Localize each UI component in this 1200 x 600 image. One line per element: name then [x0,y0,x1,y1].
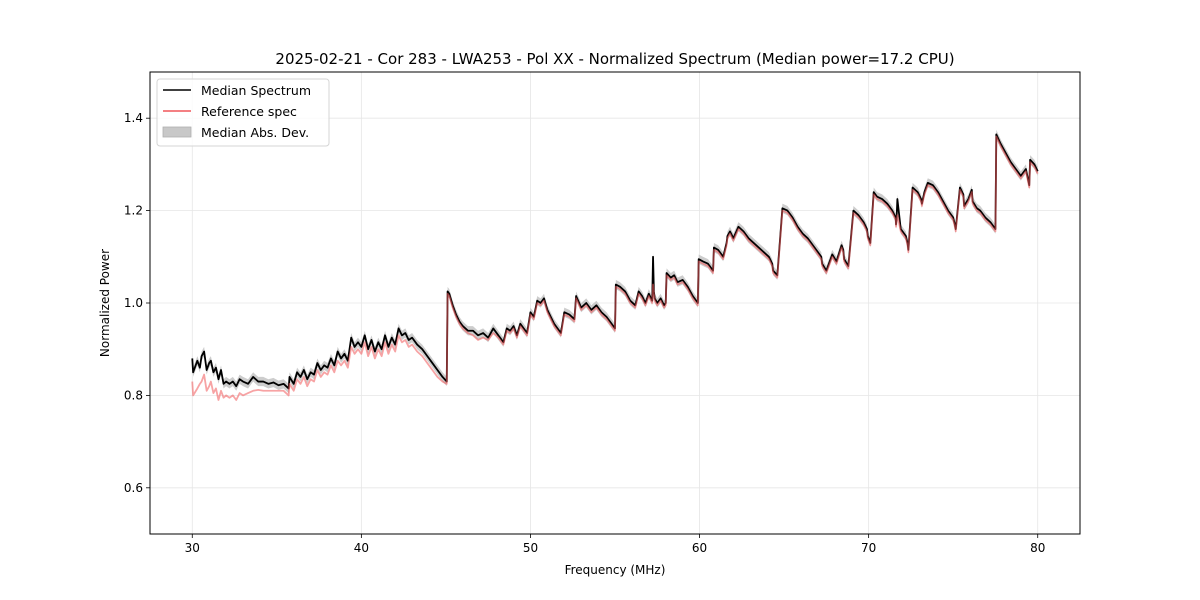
y-tick-label: 1.2 [124,204,143,218]
y-tick-label: 0.8 [124,388,143,402]
legend: Median Spectrum Reference spec Median Ab… [156,78,330,147]
x-axis-label: Frequency (MHz) [565,563,666,577]
x-tick-label: 60 [692,541,707,555]
y-axis: 0.6 0.8 1.0 1.2 1.4 [124,111,150,495]
median-spectrum-line [191,133,1039,390]
x-tick-label: 40 [354,541,369,555]
legend-median-label: Median Spectrum [201,83,311,98]
chart-title: 2025-02-21 - Cor 283 - LWA253 - Pol XX -… [275,50,954,68]
series-layer [191,133,1039,401]
y-tick-label: 1.4 [124,111,143,125]
legend-box [156,78,330,147]
legend-mad-swatch [162,126,192,138]
y-tick-label: 1.0 [124,296,143,310]
y-tick-label: 0.6 [124,481,143,495]
x-tick-label: 50 [523,541,538,555]
x-tick-label: 70 [861,541,876,555]
legend-mad-label: Median Abs. Dev. [201,125,309,140]
reference-spectrum-line [191,135,1039,401]
x-tick-label: 30 [185,541,200,555]
grid [150,72,1080,534]
legend-reference-label: Reference spec [201,104,297,119]
x-axis: 30 40 50 60 70 80 [185,534,1045,555]
x-tick-label: 80 [1030,541,1045,555]
y-axis-label: Normalized Power [98,249,112,357]
